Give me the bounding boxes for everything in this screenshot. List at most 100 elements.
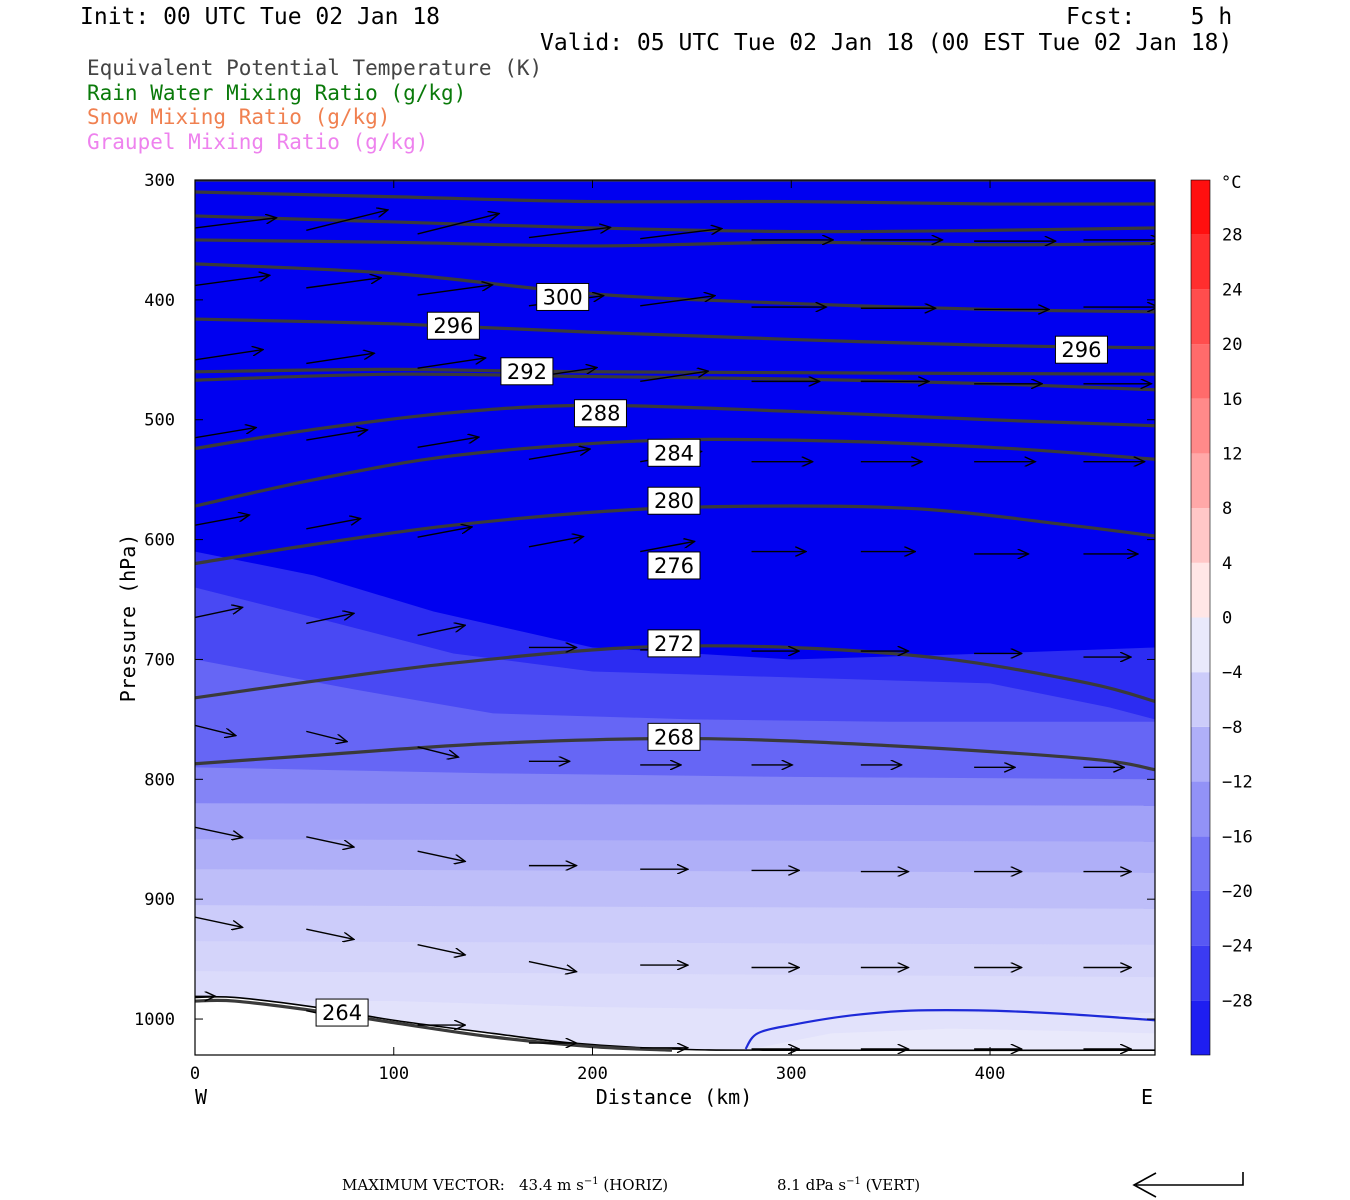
terrain-line	[195, 995, 1155, 1052]
legend-rain-water: Rain Water Mixing Ratio (g/kg)	[87, 81, 467, 105]
colorbar-swatch-12	[1191, 344, 1210, 399]
contour-label-box	[1054, 335, 1108, 364]
contour-label-text: 296	[1061, 338, 1101, 362]
colorbar-label-2: 20	[1222, 335, 1242, 355]
west-label: W	[195, 1085, 208, 1109]
contour-label-284-5: 284	[647, 438, 701, 467]
contour-label-272-8: 272	[647, 629, 701, 658]
contour-label-box	[426, 311, 480, 340]
wind-vector-64	[306, 836, 354, 847]
contour-label-text: 268	[654, 725, 694, 749]
contour-label-292-3: 292	[500, 357, 554, 386]
wind-vector-13	[640, 296, 715, 307]
colorbar-frame	[1190, 179, 1211, 1056]
x-tick-label-100: 100	[378, 1064, 409, 1084]
colorbar-label-9: −8	[1222, 718, 1242, 738]
y-tick-label-700: 700	[144, 650, 175, 670]
contour-label-text: 276	[654, 554, 694, 578]
legend-snow: Snow Mixing Ratio (g/kg)	[87, 105, 391, 129]
wind-vector-4	[640, 229, 722, 240]
contour-label-box	[647, 629, 701, 658]
wind-vectors	[195, 210, 1155, 1049]
colorbar-label-0: 28	[1222, 226, 1242, 246]
wind-vector-63	[195, 826, 243, 837]
contour-label-text: 288	[580, 402, 620, 426]
temperature-shading	[195, 180, 1155, 1055]
x-tick-label-400: 400	[975, 1064, 1006, 1084]
colorbar-label-1: 24	[1222, 280, 1242, 300]
wind-vector-45	[195, 607, 243, 619]
colorbar: °C 28 24 20 16 12 8 4 0 −4 −8 −12 −16 −20 −24 −28	[1190, 173, 1253, 1056]
reference-vector-arrow	[1132, 1172, 1244, 1198]
contour-label-box	[536, 282, 590, 311]
contour-label-268-9: 268	[647, 722, 701, 751]
colorbar-swatch-10	[1191, 453, 1210, 509]
contour-label-box	[647, 722, 701, 751]
east-label: E	[1141, 1085, 1153, 1109]
wind-vector-1	[306, 210, 388, 232]
wind-vector-28	[306, 430, 367, 441]
y-tick-label-500: 500	[144, 411, 175, 431]
colorbar-swatch-11	[1191, 398, 1210, 454]
colorbar-swatch-9	[1191, 508, 1210, 563]
y-tick-label-400: 400	[144, 291, 175, 311]
wind-vector-47	[417, 625, 466, 637]
wind-vector-18	[195, 350, 263, 361]
wind-vector-22	[640, 371, 708, 383]
wind-vector-20	[417, 358, 486, 369]
y-tick-label-1000: 1000	[134, 1010, 175, 1030]
wind-vector-3	[528, 227, 611, 239]
contour-label-296-1: 296	[426, 311, 480, 340]
forecast-hour: Fcst: 5 h	[1066, 4, 1233, 30]
theta-e-contour-304	[195, 238, 1155, 248]
contour-label-300-0: 300	[536, 282, 590, 311]
wind-vector-39	[528, 537, 583, 548]
contour-label-text: 300	[543, 285, 583, 309]
contour-label-text: 280	[654, 489, 694, 513]
wind-vector-27	[195, 428, 256, 439]
x-tick-label-300: 300	[776, 1064, 807, 1084]
y-tick-label-300: 300	[144, 171, 175, 191]
colorbar-swatch-15	[1191, 180, 1210, 235]
wind-vector-37	[306, 519, 360, 530]
wind-vector-73	[306, 928, 354, 939]
wind-vector-30	[528, 449, 590, 460]
wind-vector-65	[417, 850, 466, 861]
colorbar-label-7: 0	[1222, 609, 1232, 629]
init-time: Init: 00 UTC Tue 02 Jan 18	[80, 4, 441, 30]
theta-e-contour-264	[195, 998, 673, 1052]
wind-vector-55	[306, 730, 347, 741]
colorbar-swatch-2	[1191, 890, 1210, 946]
contour-label-276-7: 276	[647, 551, 701, 580]
colorbar-swatch-0	[1191, 1000, 1210, 1055]
y-tick-label-900: 900	[144, 890, 175, 910]
zero-degree-line	[744, 1009, 1155, 1050]
wind-vector-56	[417, 746, 459, 757]
contour-label-box	[647, 486, 701, 515]
wind-vector-0	[195, 218, 277, 229]
contour-label-text: 272	[654, 632, 694, 656]
max-vector-vert: 8.1 dPa s−1 (VERT)	[777, 1176, 921, 1194]
terrain-fill	[195, 997, 1155, 1055]
max-vector-label: MAXIMUM VECTOR:	[342, 1176, 505, 1194]
wind-vector-9	[195, 275, 270, 287]
wind-vector-2	[417, 214, 500, 235]
contour-label-box	[315, 998, 369, 1027]
contour-label-280-6: 280	[647, 486, 701, 515]
colorbar-swatch-14	[1191, 234, 1210, 290]
wind-vector-19	[306, 353, 374, 365]
wind-vector-10	[306, 278, 381, 289]
theta-e-contour-308	[195, 214, 1155, 234]
contour-label-box	[647, 438, 701, 467]
plot-frame	[194, 179, 1156, 1056]
legend-theta-e: Equivalent Potential Temperature (K)	[87, 56, 543, 80]
x-tick-label-200: 200	[577, 1064, 608, 1084]
y-tick-label-800: 800	[144, 770, 175, 790]
colorbar-swatch-8	[1191, 562, 1210, 618]
colorbar-label-3: 16	[1222, 390, 1242, 410]
theta-e-contour-284	[195, 403, 1155, 451]
wind-vector-29	[417, 437, 479, 448]
colorbar-label-14: −28	[1222, 991, 1253, 1011]
wind-vector-72	[195, 916, 243, 927]
